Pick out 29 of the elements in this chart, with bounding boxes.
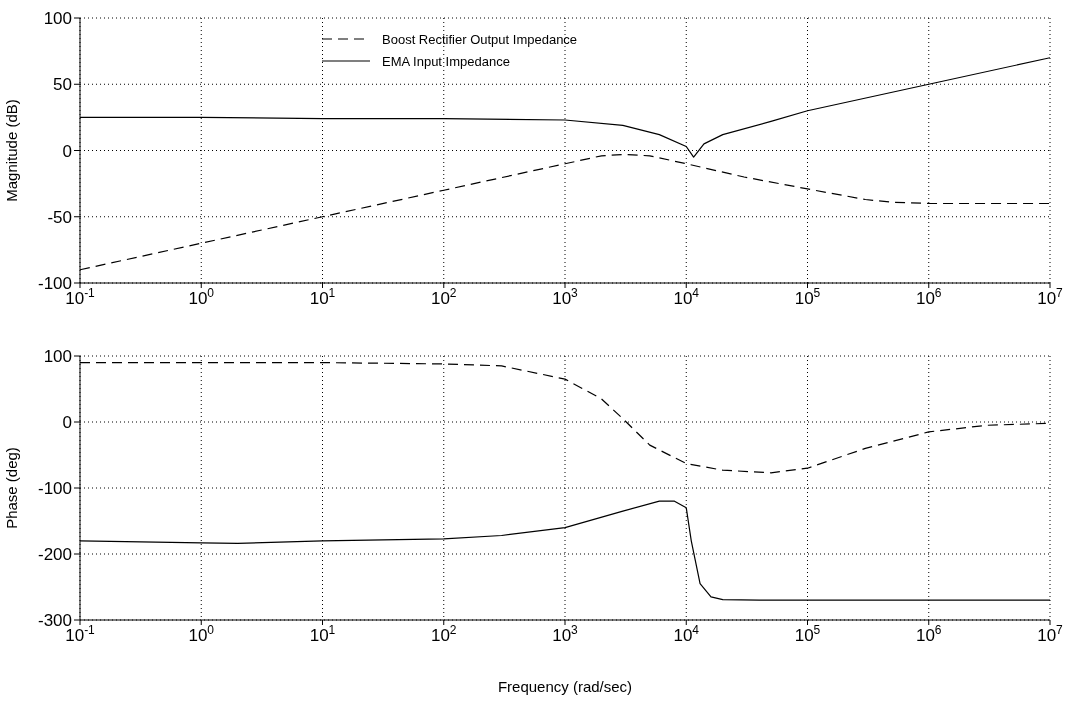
x-tick-label: 10$^{3}$ bbox=[552, 623, 579, 645]
x-tick-label: 10$^{5}$ bbox=[794, 623, 821, 645]
x-tick-label: 10$^{4}$ bbox=[673, 623, 700, 645]
x-axis-title: Frequency (rad/sec) bbox=[497, 678, 633, 695]
x-tick-label: 10$^{1}$ bbox=[309, 286, 336, 308]
x-tick-label: 10$^{5}$ bbox=[794, 286, 821, 308]
x-tick-label: 10$^{4}$ bbox=[673, 286, 700, 308]
x-tick-label: 10$^{1}$ bbox=[309, 623, 336, 645]
y-tick-label: 100 bbox=[43, 9, 72, 29]
x-tick-label: 10$^{6}$ bbox=[915, 623, 942, 645]
x-tick-label: 10$^{7}$ bbox=[1037, 286, 1064, 308]
y-tick-label: 100 bbox=[43, 347, 72, 367]
y-tick-label: -100 bbox=[37, 479, 72, 499]
y-tick-label: -50 bbox=[47, 207, 72, 227]
x-tick-label: 10$^{6}$ bbox=[915, 286, 942, 308]
y-tick-label: -200 bbox=[37, 545, 72, 565]
x-tick-label: 10$^{2}$ bbox=[430, 286, 457, 308]
y-tick-label: 0 bbox=[62, 413, 72, 433]
x-tick-label: 10$^{0}$ bbox=[188, 623, 215, 645]
legend-label: EMA Input Impedance bbox=[382, 54, 510, 69]
y-tick-label: 0 bbox=[62, 141, 72, 161]
y-tick-label: 50 bbox=[53, 75, 72, 95]
x-tick-label: 10$^{7}$ bbox=[1037, 623, 1064, 645]
x-tick-label: 10$^{0}$ bbox=[188, 286, 215, 308]
x-tick-label: 10$^{3}$ bbox=[552, 286, 579, 308]
y-axis-title: Magnitude (dB) bbox=[3, 99, 21, 202]
y-axis-title: Phase (deg) bbox=[3, 447, 21, 529]
legend-label: Boost Rectifier Output Impedance bbox=[382, 32, 578, 47]
x-tick-label: 10$^{2}$ bbox=[430, 623, 457, 645]
